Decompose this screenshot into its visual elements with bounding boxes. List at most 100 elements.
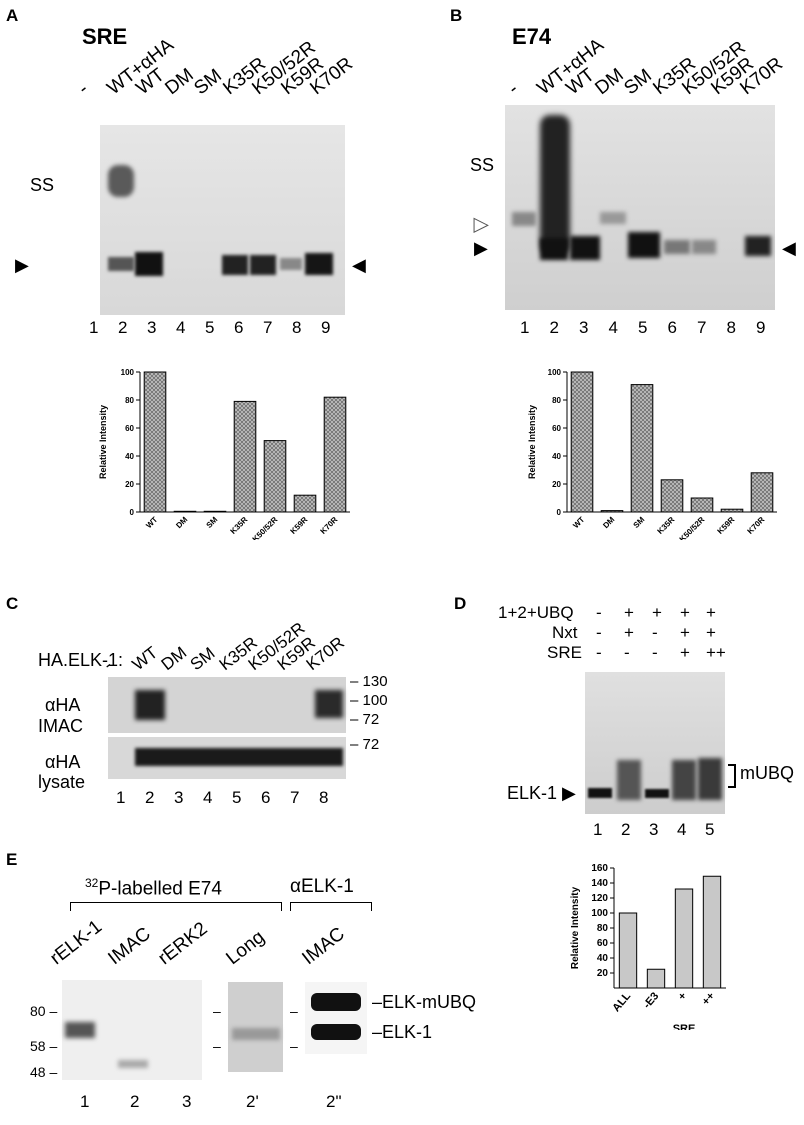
gel-band: [135, 690, 165, 720]
y-tick-label: 40: [125, 452, 134, 461]
bar: [646, 968, 666, 989]
gel-band: [745, 236, 771, 256]
lane-number: 3: [147, 318, 157, 337]
lane-number: 4: [608, 318, 618, 337]
panel-e-gel-long: [228, 982, 283, 1072]
gel-band: [108, 165, 134, 197]
condition-cell: +: [624, 603, 634, 622]
category-label: K50/52R: [251, 515, 280, 540]
bar: [173, 510, 197, 513]
gel-band: [512, 212, 536, 226]
bar: [720, 508, 744, 513]
condition-cell: +: [652, 603, 662, 622]
lane-number: 1: [593, 820, 603, 839]
y-tick-label: 100: [548, 368, 562, 377]
lane-number: 6: [667, 318, 677, 337]
y-tick-label: 40: [597, 953, 609, 964]
lane-number: 7: [697, 318, 707, 337]
bar: [293, 494, 317, 513]
open-arrow-right-icon: ▶: [474, 214, 489, 235]
panel-a-ss-label: SS: [30, 175, 55, 195]
gel-band: [65, 1022, 95, 1038]
tick-mark: –: [290, 1038, 298, 1054]
panel-e-group2-label: αELK-1: [290, 876, 354, 897]
panel-a-title: SRE: [82, 24, 128, 49]
lane-number: 1: [80, 1092, 90, 1111]
y-tick-label: 80: [125, 396, 134, 405]
category-label: WT: [144, 515, 159, 530]
lane-number: 5: [638, 318, 648, 337]
lane-number: 2: [145, 788, 155, 807]
lane-number: 7: [263, 318, 273, 337]
condition-cell: +: [706, 623, 716, 642]
panel-b-ss-label: SS: [470, 155, 495, 175]
y-tick-label: 20: [597, 968, 609, 979]
gel-band: [118, 1060, 148, 1068]
category-label: K70R: [746, 515, 767, 536]
condition-cell: -: [624, 643, 630, 662]
y-axis-label: Relative Intensity: [570, 886, 581, 969]
condition-cell: -: [596, 643, 602, 662]
gel-band: [588, 788, 612, 798]
gel-band: [692, 240, 716, 254]
arrow-right-icon: ▶: [474, 238, 488, 258]
lane-label: IMAC: [298, 923, 349, 970]
gel-band: [628, 232, 660, 258]
gel-band: [311, 993, 361, 1011]
gel-band: [305, 253, 333, 275]
gel-band: [664, 240, 690, 254]
y-tick-label: 100: [591, 908, 608, 919]
y-axis-label: Relative Intensity: [98, 405, 108, 479]
y-tick-label: 60: [552, 424, 561, 433]
gel-band: [617, 760, 641, 800]
bar: [203, 510, 227, 513]
bar: [750, 472, 774, 513]
gel-band: [135, 252, 163, 276]
y-tick-label: 0: [557, 508, 562, 517]
gel-band: [672, 760, 696, 800]
panel-b-bar-chart: 0 20 40 60 80 100 Relative Intensity WT DM SM K35R…: [527, 368, 777, 540]
lane-number: 2: [118, 318, 128, 337]
gel-band: [315, 690, 343, 718]
condition-cell: +: [680, 603, 690, 622]
lane-number: 8: [319, 788, 329, 807]
bar: [660, 479, 684, 513]
panel-c-blot1-label1: αHA: [45, 695, 81, 715]
bar: [263, 440, 287, 513]
lane-number: 5: [232, 788, 242, 807]
category-label: K35R: [656, 515, 677, 536]
bar: [570, 371, 594, 513]
panel-e-group1-label: 32P-labelled E74: [85, 876, 222, 900]
y-tick-label: 60: [597, 938, 609, 949]
gel-band: [600, 212, 626, 224]
condition-cell: -: [596, 623, 602, 642]
arrow-left-icon: ◀: [352, 255, 366, 275]
lane-number: 2: [621, 820, 631, 839]
y-tick-label: 100: [121, 368, 135, 377]
lane-label: -: [504, 78, 523, 100]
gel-band: [570, 236, 600, 260]
condition-row-label: 1+2+UBQ: [498, 603, 574, 622]
condition-row-label: Nxt: [552, 623, 578, 642]
group-label: SRE: [673, 1023, 696, 1030]
panel-c-row-label: HA.ELK-1:: [38, 650, 124, 670]
bar: [674, 888, 694, 989]
y-tick-label: 160: [591, 863, 608, 874]
condition-cell: -: [596, 603, 602, 622]
marker-48: 48 –: [30, 1064, 58, 1080]
gel-band: [108, 257, 134, 271]
condition-cell: ++: [706, 643, 726, 662]
marker-58: 58 –: [30, 1038, 58, 1054]
panel-c-blot2-label2: lysate: [38, 772, 86, 792]
group2-bracket: [290, 902, 372, 911]
panel-b-letter: B: [450, 6, 463, 25]
gel-band: [280, 258, 302, 270]
lane-label: -: [74, 78, 93, 100]
marker-72-lysate: – 72: [350, 736, 380, 753]
panel-e-right-label-elk1: –ELK-1: [372, 1022, 433, 1042]
condition-cell: -: [652, 623, 658, 642]
panel-c-blot1-label2: IMAC: [38, 716, 83, 736]
lane-number: 2: [130, 1092, 140, 1111]
category-label: -E3: [641, 990, 661, 1011]
y-tick-label: 140: [591, 878, 608, 889]
